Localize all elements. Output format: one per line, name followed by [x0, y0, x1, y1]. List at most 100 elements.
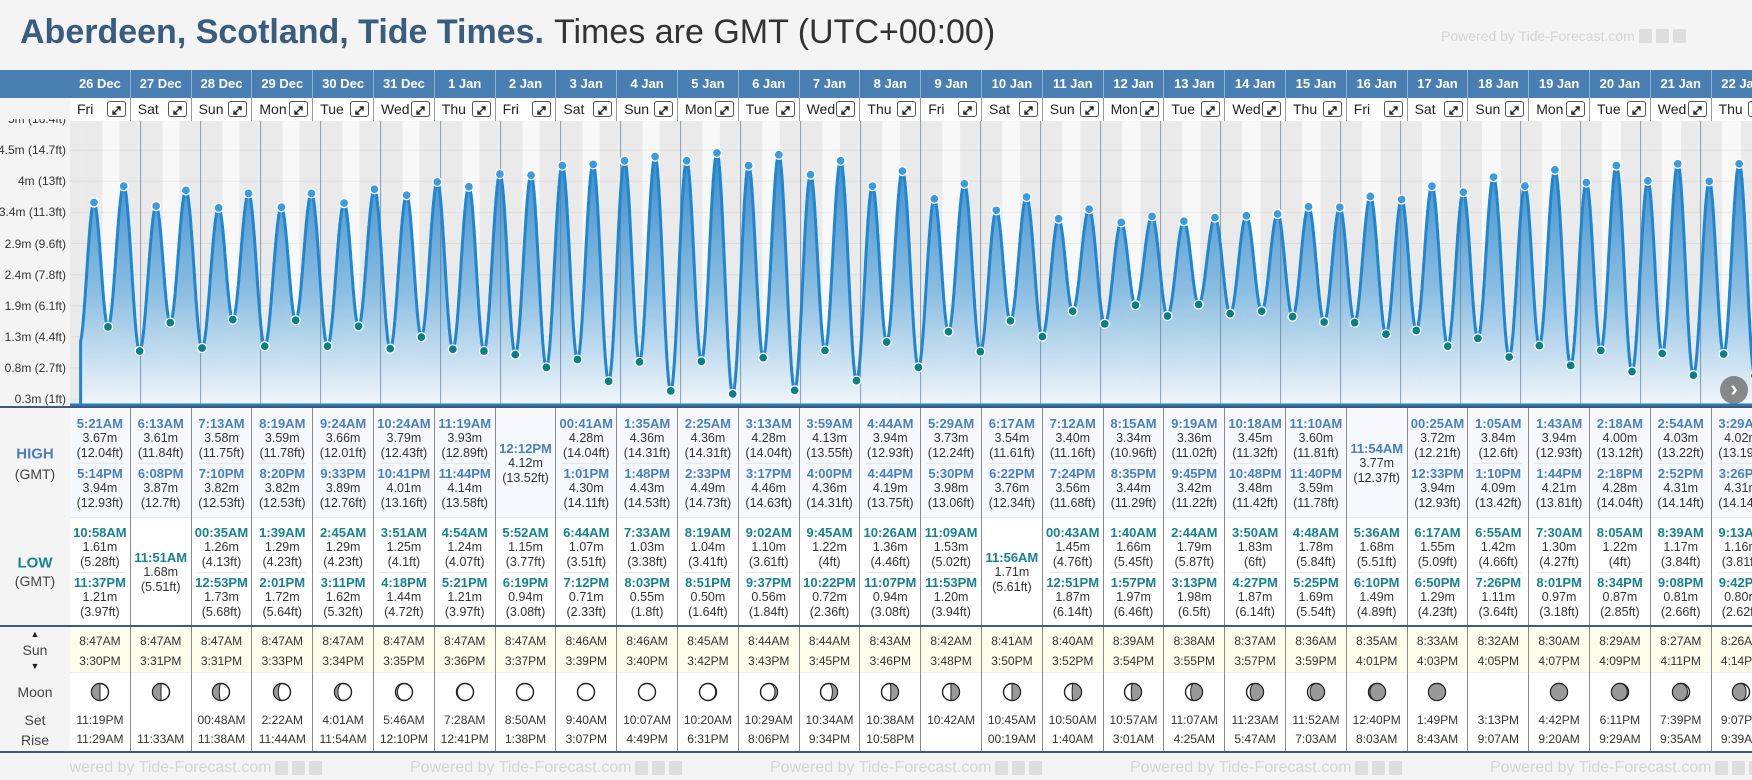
low-tide-point[interactable] — [1565, 360, 1576, 371]
high-tide-point[interactable] — [1083, 203, 1095, 215]
expand-day-button[interactable] — [897, 101, 917, 117]
expand-day-button[interactable] — [1505, 101, 1525, 117]
low-tide-point[interactable] — [727, 388, 738, 400]
high-tide-point[interactable] — [150, 200, 162, 212]
low-tide-point[interactable] — [1225, 308, 1236, 319]
expand-day-button[interactable] — [1140, 101, 1160, 117]
low-tide-point[interactable] — [1318, 316, 1330, 328]
high-tide-point[interactable] — [991, 205, 1002, 216]
high-tide-point[interactable] — [88, 197, 100, 208]
low-tide-point[interactable] — [634, 356, 645, 368]
low-tide-point[interactable] — [1193, 299, 1204, 310]
low-tide-point[interactable] — [1067, 306, 1078, 317]
expand-day-button[interactable] — [1261, 101, 1281, 117]
low-tide-point[interactable] — [665, 385, 676, 397]
high-tide-point[interactable] — [1704, 176, 1715, 187]
expand-day-button[interactable] — [1322, 101, 1342, 117]
low-tide-point[interactable] — [819, 345, 831, 356]
low-tide-point[interactable] — [1130, 299, 1141, 311]
low-tide-point[interactable] — [227, 314, 238, 325]
low-tide-point[interactable] — [1411, 325, 1422, 336]
high-tide-point[interactable] — [1519, 180, 1531, 192]
high-tide-point[interactable] — [649, 151, 661, 162]
high-tide-point[interactable] — [1209, 212, 1221, 223]
next-page-button[interactable]: › — [1720, 376, 1748, 404]
low-tide-point[interactable] — [510, 349, 521, 360]
high-tide-point[interactable] — [1303, 201, 1314, 212]
low-tide-point[interactable] — [881, 336, 892, 348]
low-tide-point[interactable] — [1256, 306, 1267, 317]
high-tide-point[interactable] — [1672, 158, 1683, 169]
expand-day-button[interactable] — [1018, 101, 1038, 117]
expand-day-button[interactable] — [167, 101, 187, 117]
high-tide-point[interactable] — [619, 155, 630, 166]
low-tide-point[interactable] — [541, 362, 552, 373]
high-tide-point[interactable] — [243, 188, 254, 199]
high-tide-point[interactable] — [557, 160, 568, 171]
low-tide-point[interactable] — [1380, 328, 1392, 340]
high-tide-point[interactable] — [306, 188, 317, 199]
low-tide-point[interactable] — [447, 344, 459, 355]
high-tide-point[interactable] — [494, 168, 506, 180]
expand-day-button[interactable] — [957, 101, 977, 117]
low-tide-point[interactable] — [975, 346, 986, 357]
high-tide-point[interactable] — [213, 202, 224, 214]
low-tide-point[interactable] — [1472, 333, 1484, 344]
high-tide-point[interactable] — [1365, 191, 1376, 202]
high-tide-point[interactable] — [369, 184, 380, 195]
high-tide-point[interactable] — [401, 190, 412, 201]
expand-day-button[interactable] — [1748, 101, 1752, 117]
high-tide-point[interactable] — [1734, 158, 1745, 169]
low-tide-point[interactable] — [1162, 310, 1173, 322]
expand-day-button[interactable] — [106, 101, 126, 117]
low-tide-point[interactable] — [1534, 340, 1545, 351]
high-tide-point[interactable] — [1581, 177, 1592, 188]
low-tide-point[interactable] — [851, 375, 862, 386]
expand-day-button[interactable] — [1687, 101, 1707, 117]
high-tide-point[interactable] — [1426, 180, 1438, 192]
low-tide-point[interactable] — [290, 315, 301, 326]
low-tide-point[interactable] — [134, 345, 145, 357]
high-tide-point[interactable] — [835, 155, 846, 166]
high-tide-point[interactable] — [276, 202, 287, 213]
low-tide-point[interactable] — [259, 341, 270, 352]
high-tide-point[interactable] — [1396, 194, 1407, 205]
low-tide-point[interactable] — [1037, 331, 1048, 342]
expand-day-button[interactable] — [1565, 101, 1585, 117]
expand-day-button[interactable] — [1201, 101, 1221, 117]
high-tide-point[interactable] — [1611, 160, 1622, 171]
low-tide-point[interactable] — [572, 354, 583, 365]
high-tide-point[interactable] — [897, 165, 908, 177]
low-tide-point[interactable] — [165, 317, 176, 328]
low-tide-point[interactable] — [913, 362, 924, 373]
expand-day-button[interactable] — [1626, 101, 1646, 117]
high-tide-point[interactable] — [959, 178, 970, 189]
low-tide-point[interactable] — [1657, 348, 1668, 359]
expand-day-button[interactable] — [471, 101, 491, 117]
high-tide-point[interactable] — [1334, 202, 1345, 213]
low-tide-point[interactable] — [758, 352, 769, 363]
high-tide-point[interactable] — [773, 149, 784, 160]
high-tide-point[interactable] — [432, 176, 443, 188]
low-tide-point[interactable] — [353, 321, 364, 332]
low-tide-point[interactable] — [385, 343, 396, 354]
high-tide-point[interactable] — [681, 155, 692, 166]
expand-day-button[interactable] — [653, 101, 673, 117]
high-tide-point[interactable] — [1549, 164, 1561, 175]
high-tide-point[interactable] — [1272, 208, 1283, 220]
high-tide-point[interactable] — [1642, 175, 1653, 186]
high-tide-point[interactable] — [180, 185, 192, 196]
high-tide-point[interactable] — [711, 147, 723, 159]
high-tide-point[interactable] — [1458, 187, 1469, 198]
high-tide-point[interactable] — [587, 159, 599, 170]
low-tide-point[interactable] — [1688, 370, 1699, 381]
low-tide-point[interactable] — [1442, 341, 1453, 352]
expand-day-button[interactable] — [836, 101, 856, 117]
low-tide-point[interactable] — [322, 341, 333, 352]
expand-day-button[interactable] — [349, 101, 369, 117]
low-tide-point[interactable] — [943, 326, 954, 337]
low-tide-point[interactable] — [478, 345, 490, 357]
high-tide-point[interactable] — [525, 170, 537, 181]
expand-day-button[interactable] — [1383, 101, 1403, 117]
high-tide-point[interactable] — [1053, 213, 1064, 224]
